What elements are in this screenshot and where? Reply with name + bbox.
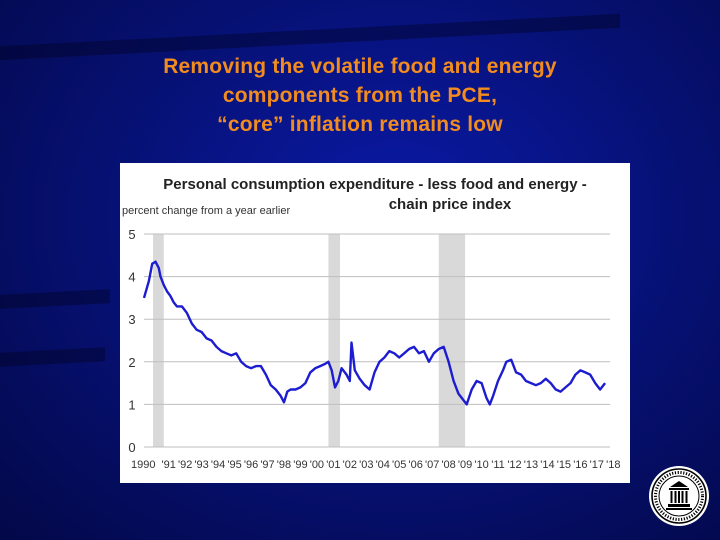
x-tick-label: '01 — [326, 459, 340, 471]
slide-title-line: components from the PCE, — [222, 84, 498, 107]
x-tick-label: '05 — [392, 459, 406, 471]
series-line — [142, 260, 607, 406]
y-axis-label: percent change from a year earlier — [122, 205, 291, 217]
chart-title-line: chain price index — [388, 196, 512, 213]
y-tick-label: 2 — [128, 355, 135, 370]
slide-title: Removing the volatile food and energy co… — [100, 52, 620, 139]
x-tick-label: '10 — [474, 459, 488, 471]
chart-title-line: Personal consumption expenditure - less … — [163, 176, 587, 193]
slide-title-line: “core” inflation remains low — [217, 113, 503, 136]
x-tick-label: '04 — [376, 459, 390, 471]
federal-reserve-seal-icon — [649, 466, 709, 526]
background-streak — [0, 347, 105, 367]
x-tick-label: '14 — [540, 459, 554, 471]
x-tick-label: '16 — [573, 459, 587, 471]
y-tick-label: 3 — [128, 312, 135, 327]
x-tick-label: '91 — [162, 459, 176, 471]
x-tick-label: '18 — [606, 459, 620, 471]
chart-panel: Personal consumption expenditure - less … — [120, 163, 630, 483]
x-tick-label: '99 — [293, 459, 307, 471]
chart-plot: 0 1 2 3 4 5 1990 '91'92'93'94'95'96'97'98'99'00… — [128, 227, 620, 471]
x-tick-label: '07 — [425, 459, 439, 471]
x-tick-label: '96 — [244, 459, 258, 471]
x-tick-label: '92 — [178, 459, 192, 471]
x-tick-label: '93 — [194, 459, 208, 471]
y-tick-label: 0 — [128, 440, 135, 455]
x-tick-label: '17 — [590, 459, 604, 471]
recession-band — [438, 234, 466, 447]
background-streak — [0, 289, 110, 309]
y-tick-label: 4 — [128, 270, 135, 285]
x-tick-label: '09 — [458, 459, 472, 471]
chart-title: Personal consumption expenditure - less … — [120, 175, 630, 215]
x-tick-label: '15 — [557, 459, 571, 471]
y-tick-label: 1 — [128, 397, 135, 412]
recession-band — [153, 234, 164, 447]
x-tick-label: '02 — [343, 459, 357, 471]
x-tick-label: 1990 — [131, 459, 155, 471]
x-tick-label: '13 — [524, 459, 538, 471]
x-tick-label: '98 — [277, 459, 291, 471]
x-tick-label: '08 — [441, 459, 455, 471]
x-tick-label: '11 — [491, 459, 505, 471]
recession-band — [328, 234, 340, 447]
x-tick-label: '00 — [310, 459, 324, 471]
x-tick-label: '97 — [260, 459, 274, 471]
x-tick-label: '94 — [211, 459, 225, 471]
x-tick-label: '06 — [409, 459, 423, 471]
y-tick-label: 5 — [128, 227, 135, 242]
slide-title-line: Removing the volatile food and energy — [163, 55, 557, 78]
x-tick-label: '12 — [507, 459, 521, 471]
x-tick-label: '95 — [227, 459, 241, 471]
x-tick-label: '03 — [359, 459, 373, 471]
